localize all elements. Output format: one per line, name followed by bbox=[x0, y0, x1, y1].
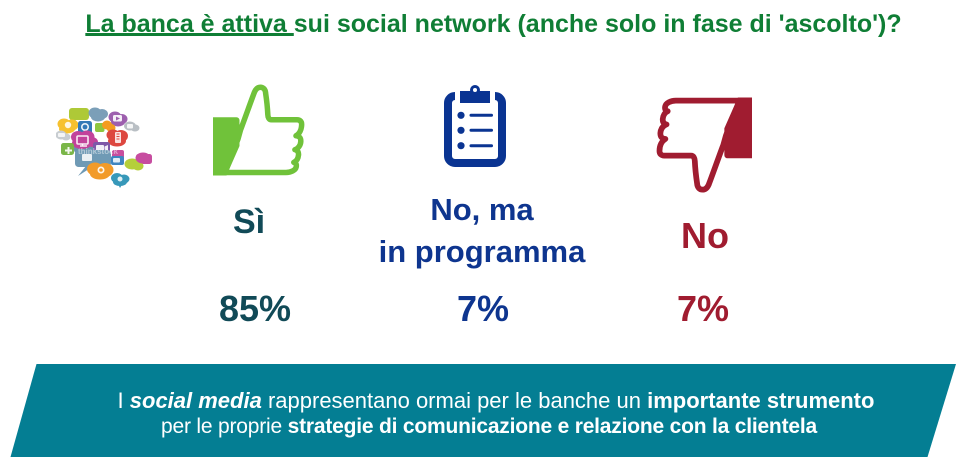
svg-text:thinkstock: thinkstock bbox=[78, 147, 119, 156]
